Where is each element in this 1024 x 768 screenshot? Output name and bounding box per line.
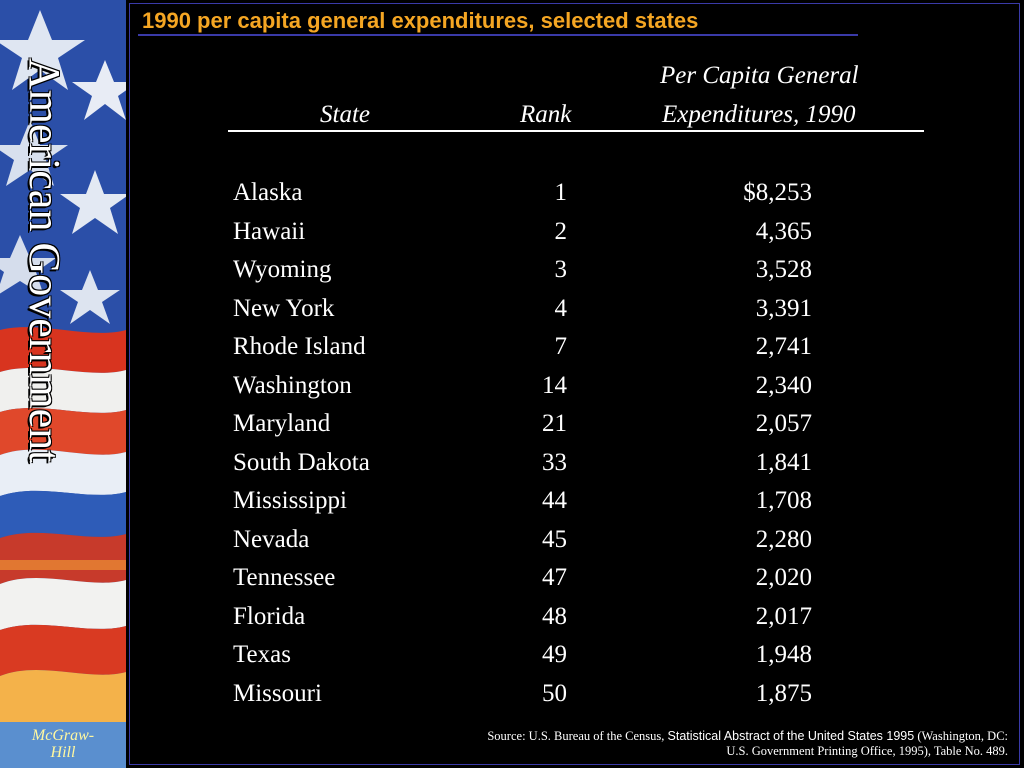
table-cell-rank: 3: [554, 256, 568, 283]
table-cell-expenditure: 2,017: [755, 603, 812, 630]
table-cell-state: Wyoming: [233, 256, 332, 283]
source-line2: U.S. Government Printing Office, 1995), …: [726, 744, 1008, 758]
table-cell-expenditure: 3,391: [755, 295, 812, 322]
table-cell-rank: 44: [542, 487, 567, 514]
table-cell-state: Florida: [233, 603, 306, 630]
table-cell-rank: 50: [542, 680, 567, 707]
table-cell-expenditure: 2,741: [755, 333, 812, 360]
table-cell-expenditure: 1,875: [755, 680, 812, 707]
header-state: State: [320, 101, 370, 128]
table-cell-rank: 21: [542, 410, 567, 437]
publisher-line1: McGraw-: [31, 727, 95, 744]
table-cell-rank: 1: [554, 179, 568, 206]
source-note: Source: U.S. Bureau of the Census, Stati…: [487, 729, 1008, 759]
table-cell-rank: 33: [542, 449, 567, 476]
source-line1: Source: U.S. Bureau of the Census, Stati…: [487, 729, 1008, 744]
table-cell-state: Missouri: [233, 680, 322, 707]
table-cell-state: Mississippi: [233, 487, 347, 514]
slide-title: 1990 per capita general expenditures, se…: [142, 8, 699, 33]
table-cell-state: Texas: [233, 641, 291, 668]
table-cell-expenditure: 1,841: [755, 449, 812, 476]
table-cell-state: Rhode Island: [233, 333, 366, 360]
table-cell-state: Alaska: [233, 179, 303, 206]
table-cell-rank: 4: [554, 295, 568, 322]
brand-title: American Government: [20, 58, 69, 463]
title-underline: [138, 34, 858, 36]
header-rule: [228, 130, 924, 132]
table-cell-rank: 7: [554, 333, 568, 360]
sidebar-flag-artwork: American Government McGraw- Hill: [0, 0, 126, 768]
table-cell-state: New York: [233, 295, 335, 322]
table-cell-expenditure: 2,057: [755, 410, 812, 437]
table-cell-state: Maryland: [233, 410, 331, 437]
table-cell-expenditure: 1,948: [755, 641, 812, 668]
header-rank: Rank: [520, 101, 572, 128]
flag-illustration: [0, 0, 126, 768]
table-cell-state: Hawaii: [233, 218, 306, 245]
table-cell-expenditure: 2,020: [755, 564, 812, 591]
table-cell-state: Nevada: [233, 526, 310, 553]
content-frame: [129, 3, 1020, 765]
table-cell-state: South Dakota: [233, 449, 370, 476]
table-cell-state: Tennessee: [233, 564, 336, 591]
publisher-line2: Hill: [50, 744, 76, 761]
table-cell-rank: 47: [542, 564, 567, 591]
table-cell-rank: 14: [542, 372, 567, 399]
table-cell-expenditure: 4,365: [755, 218, 812, 245]
header-expenditures-line2: Expenditures, 1990: [662, 101, 856, 128]
table-cell-rank: 2: [554, 218, 568, 245]
source-publication: Statistical Abstract of the United State…: [667, 729, 915, 743]
table-cell-rank: 45: [542, 526, 567, 553]
table-cell-expenditure: 1,708: [755, 487, 812, 514]
table-cell-expenditure: 3,528: [755, 256, 812, 283]
table-cell-expenditure: 2,280: [755, 526, 812, 553]
header-expenditures-line1: Per Capita General: [660, 62, 859, 89]
table-cell-expenditure: $8,253: [743, 179, 812, 206]
table-cell-expenditure: 2,340: [755, 372, 812, 399]
table-cell-rank: 48: [542, 603, 567, 630]
source-suffix: (Washington, DC:: [914, 729, 1008, 743]
publisher-logo: McGraw- Hill: [0, 722, 126, 768]
table-cell-rank: 49: [542, 641, 567, 668]
table-cell-state: Washington: [233, 372, 352, 399]
source-prefix: Source: U.S. Bureau of the Census,: [487, 729, 668, 743]
